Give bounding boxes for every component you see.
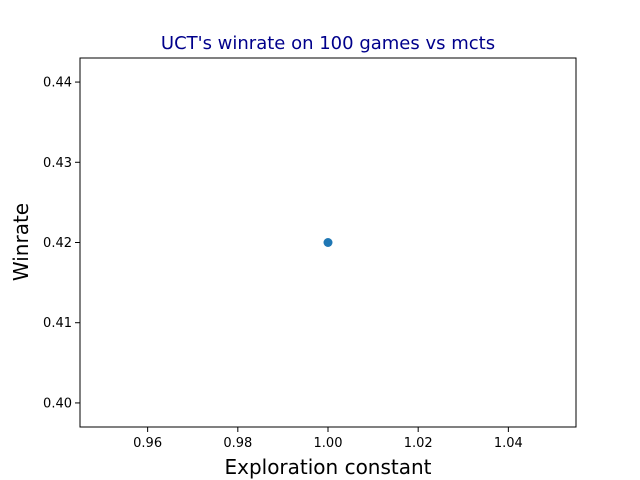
x-axis-label: Exploration constant — [224, 455, 431, 479]
y-tick-label: 0.42 — [43, 236, 72, 251]
data-point — [323, 238, 333, 247]
y-axis-ticks: 0.40 0.41 0.42 0.43 0.44 — [43, 76, 80, 411]
chart-title: UCT's winrate on 100 games vs mcts — [161, 33, 495, 54]
x-tick-label: 1.02 — [404, 436, 433, 451]
x-axis-ticks: 0.96 0.98 1.00 1.02 1.04 — [133, 427, 523, 451]
y-tick-label: 0.40 — [43, 396, 72, 411]
y-axis-label: Winrate — [9, 203, 33, 281]
x-tick-label: 0.96 — [133, 436, 162, 451]
x-tick-label: 0.98 — [223, 436, 252, 451]
y-tick-label: 0.43 — [43, 156, 72, 171]
y-tick-label: 0.44 — [43, 76, 72, 91]
x-tick-label: 1.00 — [314, 436, 343, 451]
data-points — [323, 238, 333, 247]
y-tick-label: 0.41 — [43, 316, 72, 331]
x-tick-label: 1.04 — [494, 436, 523, 451]
